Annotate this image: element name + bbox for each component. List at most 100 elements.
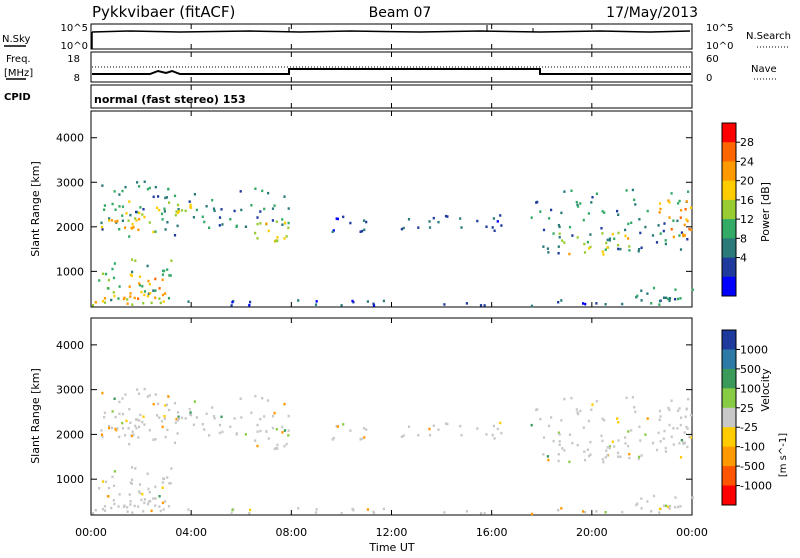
power-cell — [139, 206, 142, 209]
power-cell — [147, 292, 150, 295]
velocity-cell — [595, 510, 598, 513]
power-cell — [362, 219, 366, 222]
power-cell — [240, 208, 243, 212]
nsearch-tick-bottom: 10^0 — [706, 41, 733, 52]
power-cell — [601, 250, 604, 253]
power-cell — [460, 226, 463, 229]
velocity-cell — [147, 487, 150, 491]
power-cell — [213, 209, 216, 213]
velocity-cell — [167, 395, 170, 398]
velocity-cell — [689, 436, 693, 439]
power-cell — [558, 232, 561, 235]
velocity-cell — [667, 505, 670, 509]
velocity-cell — [146, 395, 149, 398]
velocity-cell — [192, 423, 195, 426]
power-cell — [164, 196, 167, 200]
velocity-cell — [628, 452, 631, 456]
power-cell — [351, 299, 354, 303]
time-x-axis: 00:00 04:00 08:00 12:00 16:00 20:00 00:00 — [75, 24, 708, 539]
power-cell — [672, 219, 675, 222]
power-cell — [281, 223, 284, 226]
power-cell — [557, 252, 560, 255]
power-cell — [499, 214, 502, 217]
power-cell — [372, 302, 375, 306]
velocity-cell — [297, 507, 300, 510]
velocity-cell — [542, 453, 545, 456]
power-cell — [428, 220, 431, 223]
power-cell — [677, 202, 680, 205]
colorbar-tick-label: -100 — [740, 441, 765, 454]
power-cell — [165, 196, 168, 199]
power-cell — [314, 303, 318, 306]
velocity-cell — [679, 423, 682, 427]
power-cell — [157, 195, 160, 198]
velocity-cell — [165, 403, 168, 407]
power-cell — [254, 231, 257, 235]
velocity-cell — [111, 475, 114, 479]
velocity-cell — [561, 447, 564, 450]
power-cell — [103, 301, 107, 304]
velocity-cell — [146, 502, 150, 506]
power-cell — [500, 224, 503, 227]
power-cell — [644, 225, 647, 229]
y-tick-label: 2000 — [56, 221, 84, 234]
power-cell — [116, 219, 119, 223]
power-cell — [162, 269, 165, 272]
power-cell — [631, 188, 634, 192]
velocity-cell — [658, 409, 662, 413]
x-tick-label: 16:00 — [476, 526, 508, 539]
power-cell — [680, 231, 683, 234]
power-cell — [187, 300, 190, 303]
velocity-cell — [176, 432, 179, 435]
velocity-cell — [111, 410, 114, 413]
velocity-cell — [187, 508, 190, 511]
velocity-cell — [103, 411, 106, 415]
velocity-cell — [639, 439, 642, 442]
velocity-cell — [476, 427, 479, 430]
power-cell — [231, 300, 234, 304]
power-cell — [128, 285, 131, 288]
power-colorbar: 28 24 20 16 12 8 4 — [721, 122, 754, 297]
power-cell — [563, 190, 566, 193]
nsky-trace — [91, 30, 691, 33]
velocity-cell — [283, 402, 286, 406]
velocity-cell — [625, 396, 628, 400]
power-cell — [149, 291, 152, 295]
power-cell — [168, 201, 171, 204]
x-axis-label: Time UT — [368, 541, 414, 554]
velocity-cell — [287, 429, 290, 432]
colorbar-tick-label: -25 — [740, 421, 758, 434]
power-cell — [446, 215, 449, 218]
power-cell — [349, 221, 352, 225]
colorbar-swatch — [722, 407, 736, 428]
velocity-scatter — [91, 387, 694, 516]
power-cell — [659, 232, 662, 235]
colorbar-swatch — [722, 388, 736, 409]
power-cell — [158, 208, 161, 212]
power-cell — [667, 297, 670, 301]
power-cell — [129, 295, 132, 298]
velocity-cell — [118, 412, 121, 416]
power-cell — [604, 303, 607, 306]
power-cell — [189, 203, 192, 207]
power-cell — [437, 220, 440, 224]
velocity-cell — [683, 431, 686, 434]
power-cell — [233, 209, 236, 213]
power-cell — [176, 203, 180, 207]
power-cell — [129, 213, 132, 217]
power-cell — [167, 297, 171, 300]
power-cell — [601, 232, 604, 235]
velocity-cell — [263, 415, 266, 418]
velocity-cell — [678, 407, 681, 410]
colorbar-swatch — [722, 330, 736, 350]
power-cell — [459, 217, 462, 220]
velocity-cell — [682, 440, 685, 444]
power-cell — [118, 285, 121, 288]
velocity-cell — [167, 505, 171, 508]
power-cell — [579, 202, 582, 205]
velocity-cell — [662, 504, 666, 507]
velocity-cell — [154, 438, 157, 441]
velocity-colorbar-unit: [m s^-1] — [778, 433, 789, 477]
power-cell — [672, 235, 675, 239]
velocity-cell — [491, 433, 494, 437]
